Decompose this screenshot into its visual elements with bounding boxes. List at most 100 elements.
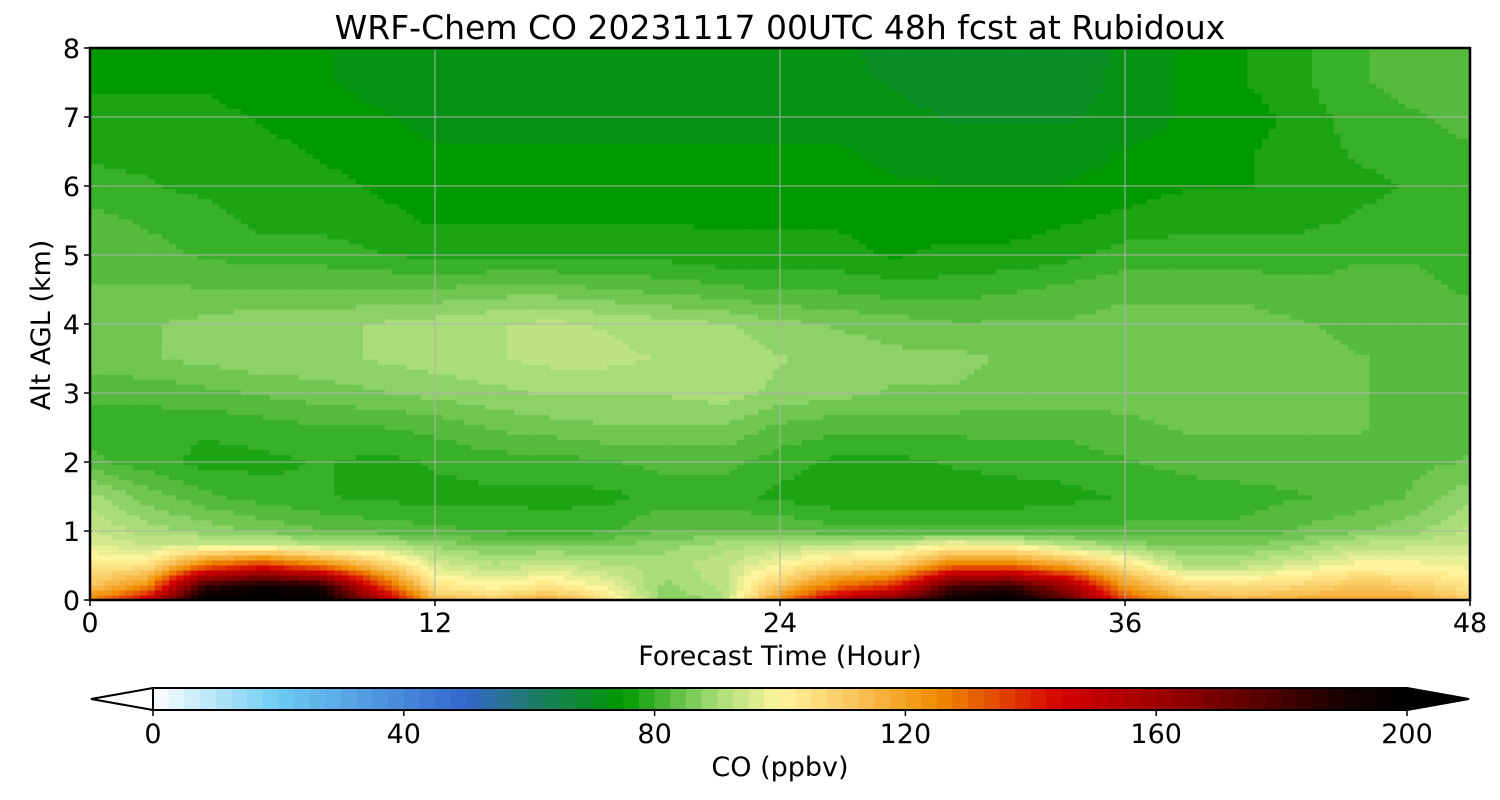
field-cell [320,359,328,365]
field-cell [248,479,256,486]
field-cell [125,539,134,546]
field-cell [334,394,343,400]
field-cell [90,349,98,355]
field-cell [406,243,415,250]
field-cell [370,409,379,415]
field-cell [197,479,206,486]
field-cell [255,88,264,94]
field-cell [90,369,98,375]
field-cell [219,108,228,114]
field-cell [305,93,314,99]
field-cell [90,414,98,420]
field-cell [226,509,235,516]
field-cell [147,324,156,330]
field-cell [363,253,371,260]
field-cell [226,63,235,69]
field-cell [406,298,415,305]
field-cell [269,228,278,235]
field-cell [183,143,192,149]
field-cell [90,143,98,149]
field-cell [104,243,113,250]
field-cell [348,434,357,441]
field-cell [169,324,177,330]
field-cell [219,384,228,390]
field-cell [262,293,271,300]
field-cell [226,489,235,496]
field-cell [104,409,113,415]
field-cell [111,539,120,546]
field-cell [154,218,163,225]
field-cell [90,243,98,250]
field-cell [118,469,127,476]
field-cell [291,108,300,114]
field-cell [125,108,134,114]
field-cell [205,549,213,556]
field-cell [284,474,292,481]
field-cell [104,258,113,265]
field-cell [147,589,156,596]
field-cell [118,509,127,516]
field-cell [327,148,335,154]
field-cell [147,569,156,576]
field-cell [154,78,163,84]
field-cell [334,509,343,516]
field-cell [255,374,264,380]
field-cell [240,303,249,310]
field-cell [384,263,393,270]
field-cell [391,273,400,280]
field-cell [355,429,364,435]
field-cell [154,494,163,501]
field-cell [327,349,335,355]
field-cell [348,329,357,335]
field-cell [169,529,177,536]
field-cell [399,318,407,325]
field-cell [384,318,393,325]
field-cell [377,504,386,511]
field-cell [248,489,256,496]
field-cell [370,464,379,471]
field-cell [233,554,242,561]
field-cell [391,564,400,571]
field-cell [133,409,141,415]
field-cell [219,499,228,506]
field-cell [118,193,127,200]
field-cell [355,88,364,94]
field-cell [334,233,343,240]
field-cell [125,434,134,441]
field-cell [320,554,328,561]
field-cell [262,288,271,295]
field-cell [334,88,343,94]
field-cell [312,469,321,476]
field-cell [183,579,192,586]
field-cell [248,208,256,215]
field-cell [391,228,400,235]
field-cell [111,359,120,365]
field-cell [104,78,113,84]
field-cell [399,464,407,471]
field-cell [154,313,163,320]
field-cell [363,494,371,501]
field-cell [320,58,328,64]
field-cell [212,158,220,165]
field-cell [255,83,264,89]
field-cell [161,243,170,250]
field-cell [240,228,249,235]
field-cell [248,93,256,99]
field-cell [104,298,113,305]
field-cell [262,203,271,210]
field-cell [169,379,177,385]
field-cell [140,484,149,491]
field-cell [284,454,292,461]
field-cell [377,479,386,486]
field-cell [284,263,292,270]
field-cell [197,133,206,139]
field-cell [111,414,120,420]
field-cell [169,153,177,159]
field-cell [370,233,379,240]
field-cell [147,98,156,104]
field-cell [327,133,335,139]
field-cell [111,258,120,265]
field-cell [248,559,256,566]
field-cell [233,374,242,380]
field-cell [169,549,177,556]
